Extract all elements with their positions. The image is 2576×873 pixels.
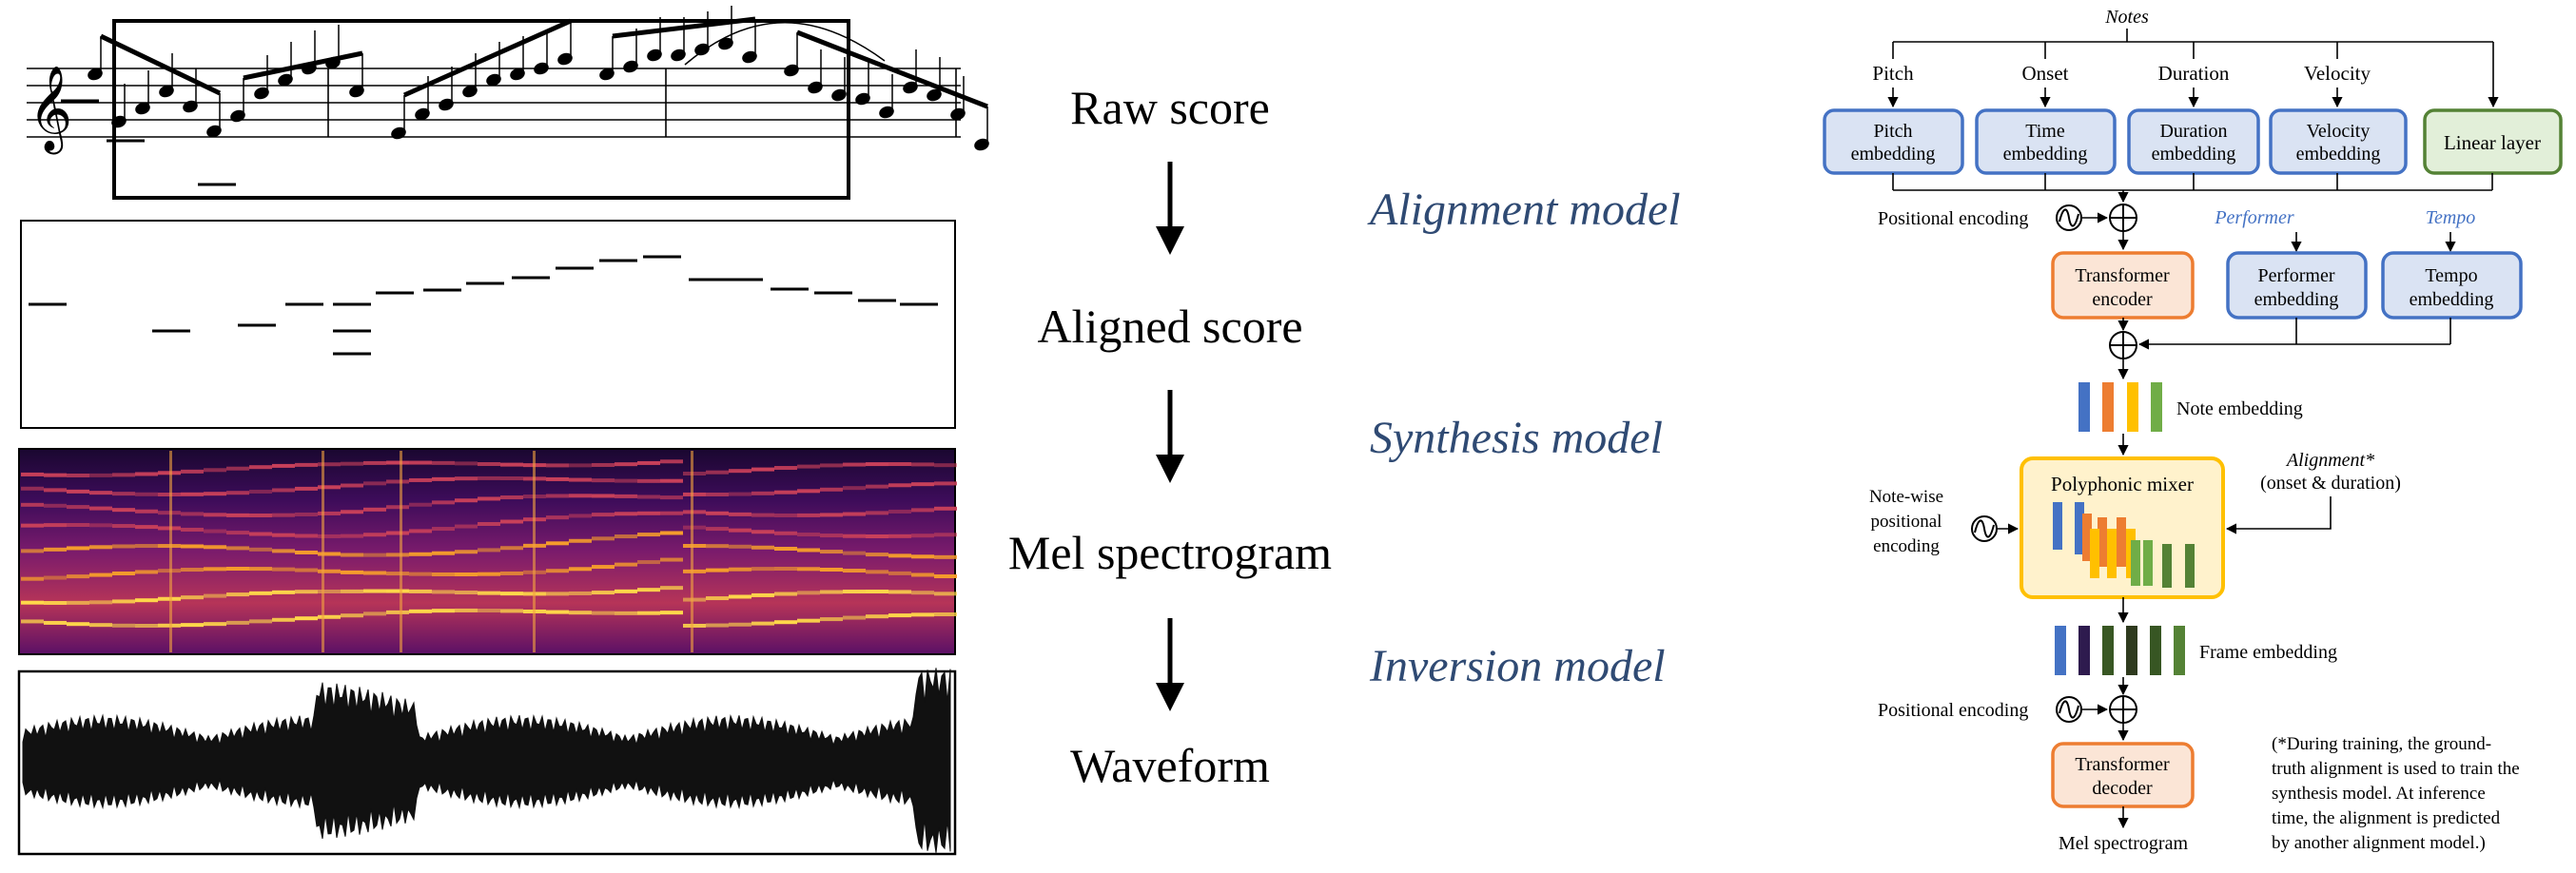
model-label-alignment: Alignment model bbox=[1367, 184, 1681, 235]
input-label-duration: Duration bbox=[2158, 62, 2230, 85]
duration-embedding-label: Duration embedding bbox=[2152, 121, 2236, 165]
footnote-line-2: truth alignment is used to train the bbox=[2272, 759, 2520, 779]
stage-label-aligned-score: Aligned score bbox=[1037, 300, 1302, 353]
model-label-synthesis: Synthesis model bbox=[1370, 413, 1663, 463]
sine-icon-1 bbox=[2056, 204, 2082, 231]
notes-label: Notes bbox=[2104, 7, 2149, 28]
mixer-bars bbox=[2053, 502, 2195, 588]
polyphonic-mixer-label: Polyphonic mixer bbox=[2051, 473, 2194, 495]
frame-embedding-bars bbox=[2055, 626, 2185, 675]
notewise-pe-line3: encoding bbox=[1873, 536, 1940, 556]
footnote: (*During training, the ground- truth ali… bbox=[2272, 734, 2520, 853]
tempo-embedding-label: Tempo embedding bbox=[2410, 265, 2494, 310]
notewise-pe-line2: positional bbox=[1871, 512, 1942, 532]
alignment-sub-label: (onset & duration) bbox=[2260, 473, 2401, 494]
tempo-embedding-box bbox=[2381, 251, 2523, 320]
transformer-encoder-label: Transformer encoder bbox=[2075, 265, 2170, 310]
input-label-pitch: Pitch bbox=[1872, 62, 1914, 85]
pipeline: Raw score Aligned score Mel spectrogram … bbox=[1008, 81, 1681, 792]
aligned-score-pianoroll bbox=[20, 99, 956, 429]
note-embedding-bars bbox=[2078, 382, 2162, 432]
score-excerpt-box bbox=[112, 19, 850, 200]
waveform-image bbox=[17, 668, 957, 856]
stage-label-waveform: Waveform bbox=[1070, 739, 1270, 792]
plus-node-2 bbox=[2109, 331, 2137, 359]
tempo-label: Tempo bbox=[2426, 207, 2476, 228]
footnote-line-1: (*During training, the ground- bbox=[2272, 734, 2491, 754]
treble-clef-icon: 𝄞 bbox=[29, 66, 72, 155]
stage-label-raw-score: Raw score bbox=[1070, 81, 1270, 134]
footnote-line-4: time, the alignment is predicted bbox=[2272, 808, 2501, 828]
notewise-pe-line1: Note-wise bbox=[1869, 487, 1943, 507]
model-label-inversion: Inversion model bbox=[1369, 641, 1666, 691]
output-mel-label: Mel spectrogram bbox=[2059, 833, 2189, 854]
footnote-line-5: by another alignment model.) bbox=[2272, 833, 2486, 853]
score-notes bbox=[88, 6, 989, 151]
sine-icon-2 bbox=[1971, 515, 1998, 542]
transformer-decoder-label: Transformer decoder bbox=[2075, 754, 2170, 799]
positional-encoding-label-1: Positional encoding bbox=[1878, 208, 2028, 229]
plus-node-1 bbox=[2109, 204, 2137, 232]
velocity-embedding-box bbox=[2269, 108, 2408, 175]
performer-embedding-label: Performer embedding bbox=[2254, 265, 2339, 310]
input-label-onset: Onset bbox=[2022, 62, 2069, 85]
input-label-velocity: Velocity bbox=[2304, 62, 2371, 85]
linear-layer-label: Linear layer bbox=[2444, 131, 2541, 154]
velocity-embedding-label: Velocity embedding bbox=[2296, 121, 2381, 165]
alignment-label: Alignment* bbox=[2285, 450, 2374, 471]
mel-spectrogram-image bbox=[18, 448, 957, 655]
footnote-line-3: synthesis model. At inference bbox=[2272, 784, 2486, 804]
performer-label: Performer bbox=[2214, 207, 2294, 228]
pitch-embedding-label: Pitch embedding bbox=[1851, 121, 1936, 165]
architecture-diagram: Notes Pitch Onset Duration Velocity bbox=[1823, 7, 2563, 854]
positional-encoding-label-2: Positional encoding bbox=[1878, 700, 2028, 721]
plus-node-3 bbox=[2109, 695, 2137, 724]
raw-score-staff: 𝄞 bbox=[27, 6, 989, 200]
time-embedding-label: Time embedding bbox=[2003, 121, 2088, 165]
sine-icon-3 bbox=[2056, 696, 2082, 723]
note-embedding-label: Note embedding bbox=[2176, 398, 2303, 419]
frame-embedding-label: Frame embedding bbox=[2199, 642, 2337, 663]
stage-label-mel-spectrogram: Mel spectrogram bbox=[1008, 526, 1332, 579]
embedding-boxes: Pitch embedding Time embedding Duration emb… bbox=[1823, 108, 2563, 175]
